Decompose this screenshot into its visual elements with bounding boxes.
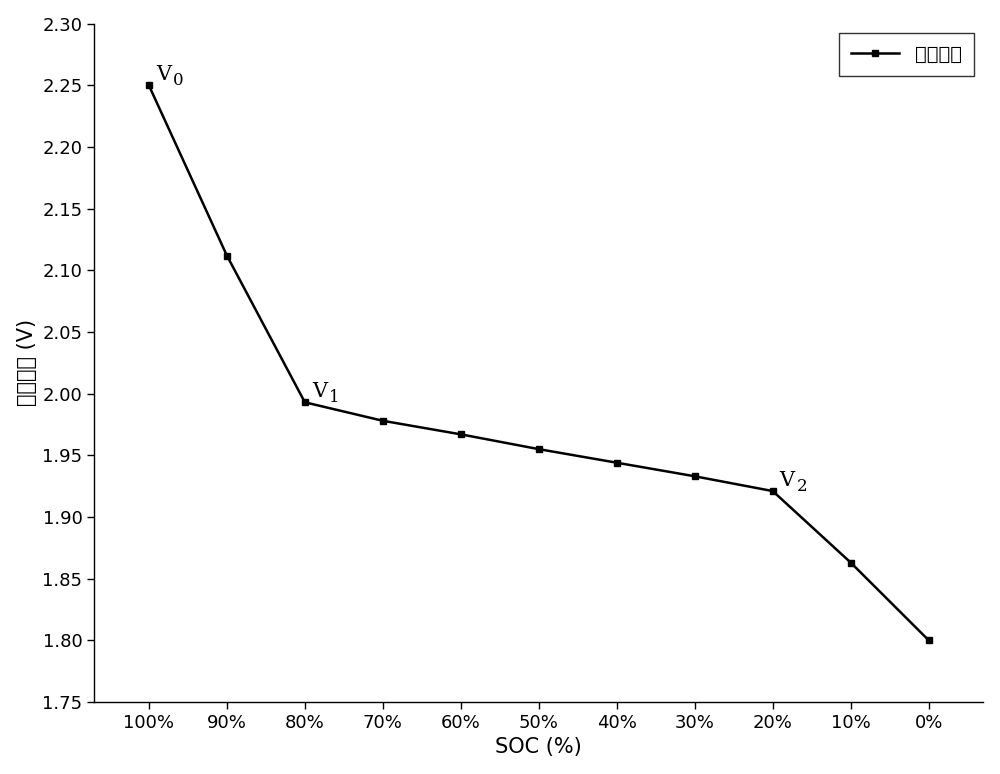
电池电压 <box>299 398 311 407</box>
Text: V: V <box>780 471 795 489</box>
电池电压 <box>611 458 623 467</box>
Legend: 电池电压: 电池电压 <box>839 33 974 76</box>
电池电压 <box>845 558 857 567</box>
电池电压 <box>377 416 389 426</box>
电池电压 <box>221 251 233 260</box>
电池电压 <box>923 635 935 645</box>
Y-axis label: 电池电压 (V): 电池电压 (V) <box>17 319 37 406</box>
Text: 0: 0 <box>172 72 183 89</box>
Text: V: V <box>156 65 171 84</box>
电池电压 <box>533 444 545 454</box>
Text: 2: 2 <box>796 478 807 495</box>
电池电压 <box>455 430 467 439</box>
电池电压 <box>767 486 779 495</box>
电池电压 <box>689 471 701 481</box>
X-axis label: SOC (%): SOC (%) <box>495 738 582 757</box>
Text: V: V <box>312 382 327 401</box>
电池电压 <box>143 80 155 90</box>
Line: 电池电压: 电池电压 <box>145 82 932 644</box>
Text: 1: 1 <box>328 389 339 406</box>
